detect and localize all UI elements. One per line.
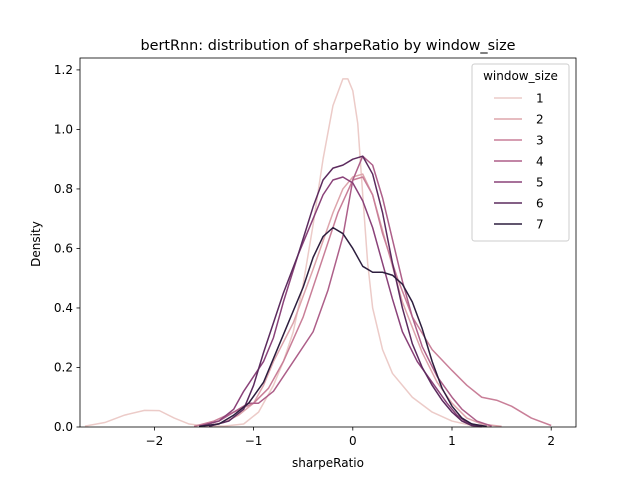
series-line-1	[84, 78, 492, 428]
legend-title: window_size	[483, 69, 558, 83]
x-tick-label: 2	[547, 434, 555, 448]
y-tick-label: 0.0	[54, 420, 73, 434]
plot-area	[79, 57, 577, 428]
plot-frame	[79, 57, 577, 428]
y-tick-label: 1.2	[54, 63, 73, 77]
legend-label-3: 3	[536, 134, 544, 148]
legend-box	[471, 63, 570, 242]
legend: window_size 1 2 3 4 5 6 7	[471, 63, 570, 242]
y-tick-label: 0.8	[54, 182, 73, 196]
x-tick-label: −2	[146, 434, 164, 448]
chart-title: bertRnn: distribution of sharpeRatio by …	[140, 38, 515, 54]
series-line-2	[203, 173, 502, 428]
series-line-7	[198, 226, 487, 428]
x-tick-label: 0	[349, 434, 357, 448]
x-axis-label: sharpeRatio	[292, 456, 364, 470]
x-tick-label: 1	[448, 434, 456, 448]
y-tick-label: 0.6	[54, 241, 73, 255]
y-tick-label: 1.0	[54, 122, 73, 136]
y-tick-label: 0.2	[54, 360, 73, 374]
legend-label-2: 2	[536, 113, 544, 127]
y-axis-label: Density	[29, 221, 43, 267]
x-axis: −2 −1 0 1 2	[146, 427, 555, 448]
y-axis: 0.0 0.2 0.4 0.6 0.8 1.0 1.2	[54, 63, 80, 434]
series-line-6	[208, 155, 482, 428]
legend-label-7: 7	[536, 218, 544, 232]
x-tick-label: −1	[245, 434, 263, 448]
legend-label-6: 6	[536, 197, 544, 211]
legend-label-1: 1	[536, 92, 544, 106]
series-line-5	[198, 176, 482, 428]
y-tick-label: 0.4	[54, 301, 73, 315]
legend-label-5: 5	[536, 176, 544, 190]
legend-label-4: 4	[536, 155, 544, 169]
series-line-3	[193, 176, 552, 428]
